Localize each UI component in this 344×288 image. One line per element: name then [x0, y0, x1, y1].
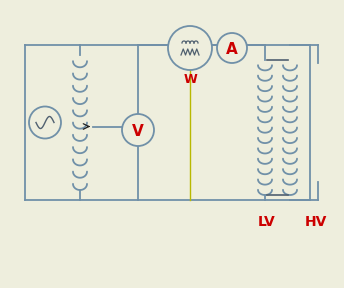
Circle shape	[29, 107, 61, 139]
Circle shape	[168, 26, 212, 70]
Text: HV: HV	[305, 215, 327, 229]
Text: LV: LV	[258, 215, 276, 229]
Text: A: A	[226, 41, 238, 56]
Text: V: V	[132, 124, 144, 139]
Circle shape	[217, 33, 247, 63]
Circle shape	[122, 114, 154, 146]
Text: W: W	[183, 73, 197, 86]
